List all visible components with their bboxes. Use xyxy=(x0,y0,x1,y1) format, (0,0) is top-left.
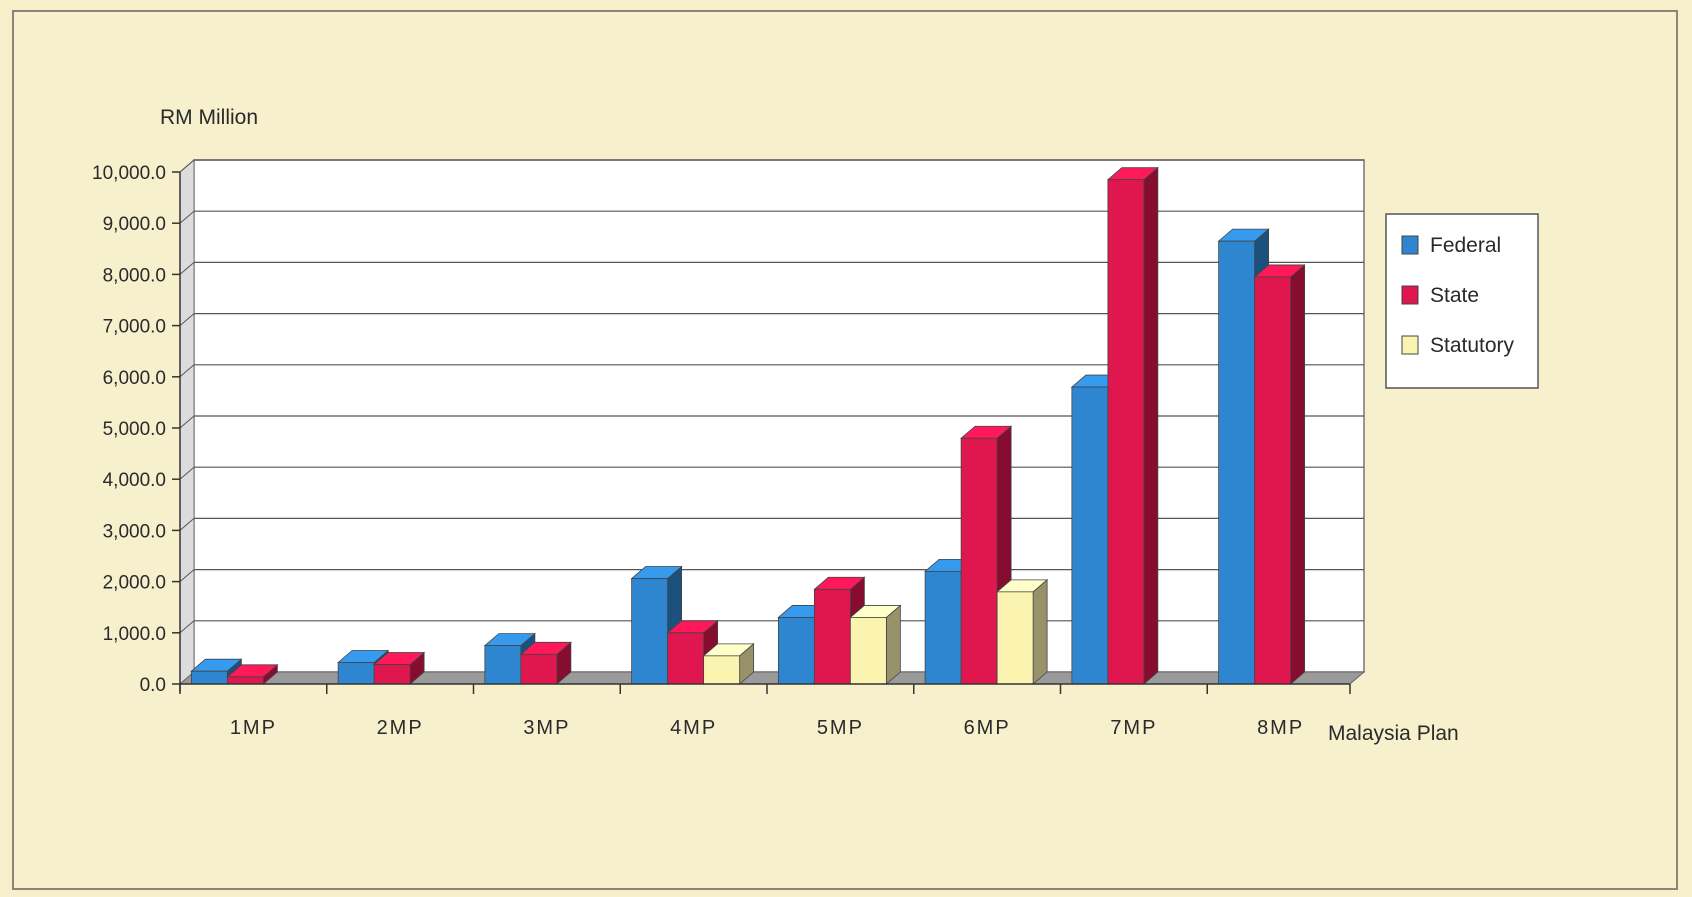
grid-line-side xyxy=(179,364,195,378)
y-tick-label: 5,000.0 xyxy=(103,419,166,440)
bar-state-3mp xyxy=(519,641,572,685)
y-tick-label: 7,000.0 xyxy=(103,317,166,338)
x-tick-label: 6MP xyxy=(964,717,1011,739)
legend-label: Statutory xyxy=(1430,334,1515,357)
legend-label: Federal xyxy=(1430,234,1501,257)
legend-item-state: State xyxy=(1401,284,1479,307)
grid-line-side xyxy=(179,518,195,531)
x-tick-label: 7MP xyxy=(1110,717,1157,739)
y-tick-label: 4,000.0 xyxy=(103,470,166,491)
y-tick-label: 3,000.0 xyxy=(103,521,166,542)
y-tick-label: 2,000.0 xyxy=(103,573,166,594)
y-tick-labels: 0.0 1,000.0 2,000.0 3,000.0 4,000.0 5,000.0 6,… xyxy=(92,163,1350,696)
x-tick-label: 3MP xyxy=(523,717,570,739)
grid-line-side xyxy=(179,569,195,582)
bar-statutory-4mp xyxy=(702,642,755,685)
legend-swatch xyxy=(1401,235,1419,255)
x-tick-label: 2MP xyxy=(377,717,424,739)
bar-state-7mp xyxy=(1106,166,1159,685)
bar-federal-4mp xyxy=(630,565,683,685)
chart: 0.0 1,000.0 2,000.0 3,000.0 4,000.0 5,000.0 6,… xyxy=(92,106,1539,745)
legend-swatch xyxy=(1401,335,1419,355)
x-tick-label: 1MP xyxy=(230,717,277,739)
legend-label: State xyxy=(1430,284,1479,307)
y-tick-label: 6,000.0 xyxy=(103,368,166,389)
grid-line-side xyxy=(179,210,195,224)
y-tick-label: 1,000.0 xyxy=(103,624,166,645)
bars xyxy=(190,166,1306,685)
grid-line-side xyxy=(179,466,195,480)
x-axis-title: Malaysia Plan xyxy=(1328,722,1459,745)
legend-item-federal: Federal xyxy=(1401,234,1501,257)
x-tick-label: 5MP xyxy=(817,717,864,739)
x-tick-label: 4MP xyxy=(670,717,717,739)
legend-item-statutory: Statutory xyxy=(1401,334,1515,357)
grid-line-side xyxy=(179,313,195,326)
grid-line-side xyxy=(179,620,195,634)
bar-state-2mp xyxy=(373,651,426,685)
bar-statutory-5mp xyxy=(849,604,902,685)
chart-frame: 0.0 1,000.0 2,000.0 3,000.0 4,000.0 5,000.0 6,… xyxy=(12,10,1678,890)
grid-line-side xyxy=(179,415,195,429)
y-tick-label: 8,000.0 xyxy=(103,265,166,286)
bar-state-8mp xyxy=(1253,264,1306,685)
grid-line-side xyxy=(179,159,195,173)
y-axis-title: RM Million xyxy=(160,106,258,129)
bar-statutory-6mp xyxy=(996,578,1049,685)
bar-state-1mp xyxy=(226,663,279,685)
grid-line-side xyxy=(179,262,195,275)
x-tick-label: 8MP xyxy=(1257,717,1304,739)
y-tick-label: 9,000.0 xyxy=(103,214,166,235)
y-tick-label: 10,000.0 xyxy=(92,163,166,184)
plot-area xyxy=(178,158,1366,686)
legend: Federal State Statutory xyxy=(1385,213,1539,389)
y-tick-label: 0.0 xyxy=(140,675,166,696)
x-tick-labels: 1MP 2MP 3MP 4MP 5MP 6MP 7MP 8MP xyxy=(179,684,1351,739)
legend-swatch xyxy=(1401,285,1419,305)
